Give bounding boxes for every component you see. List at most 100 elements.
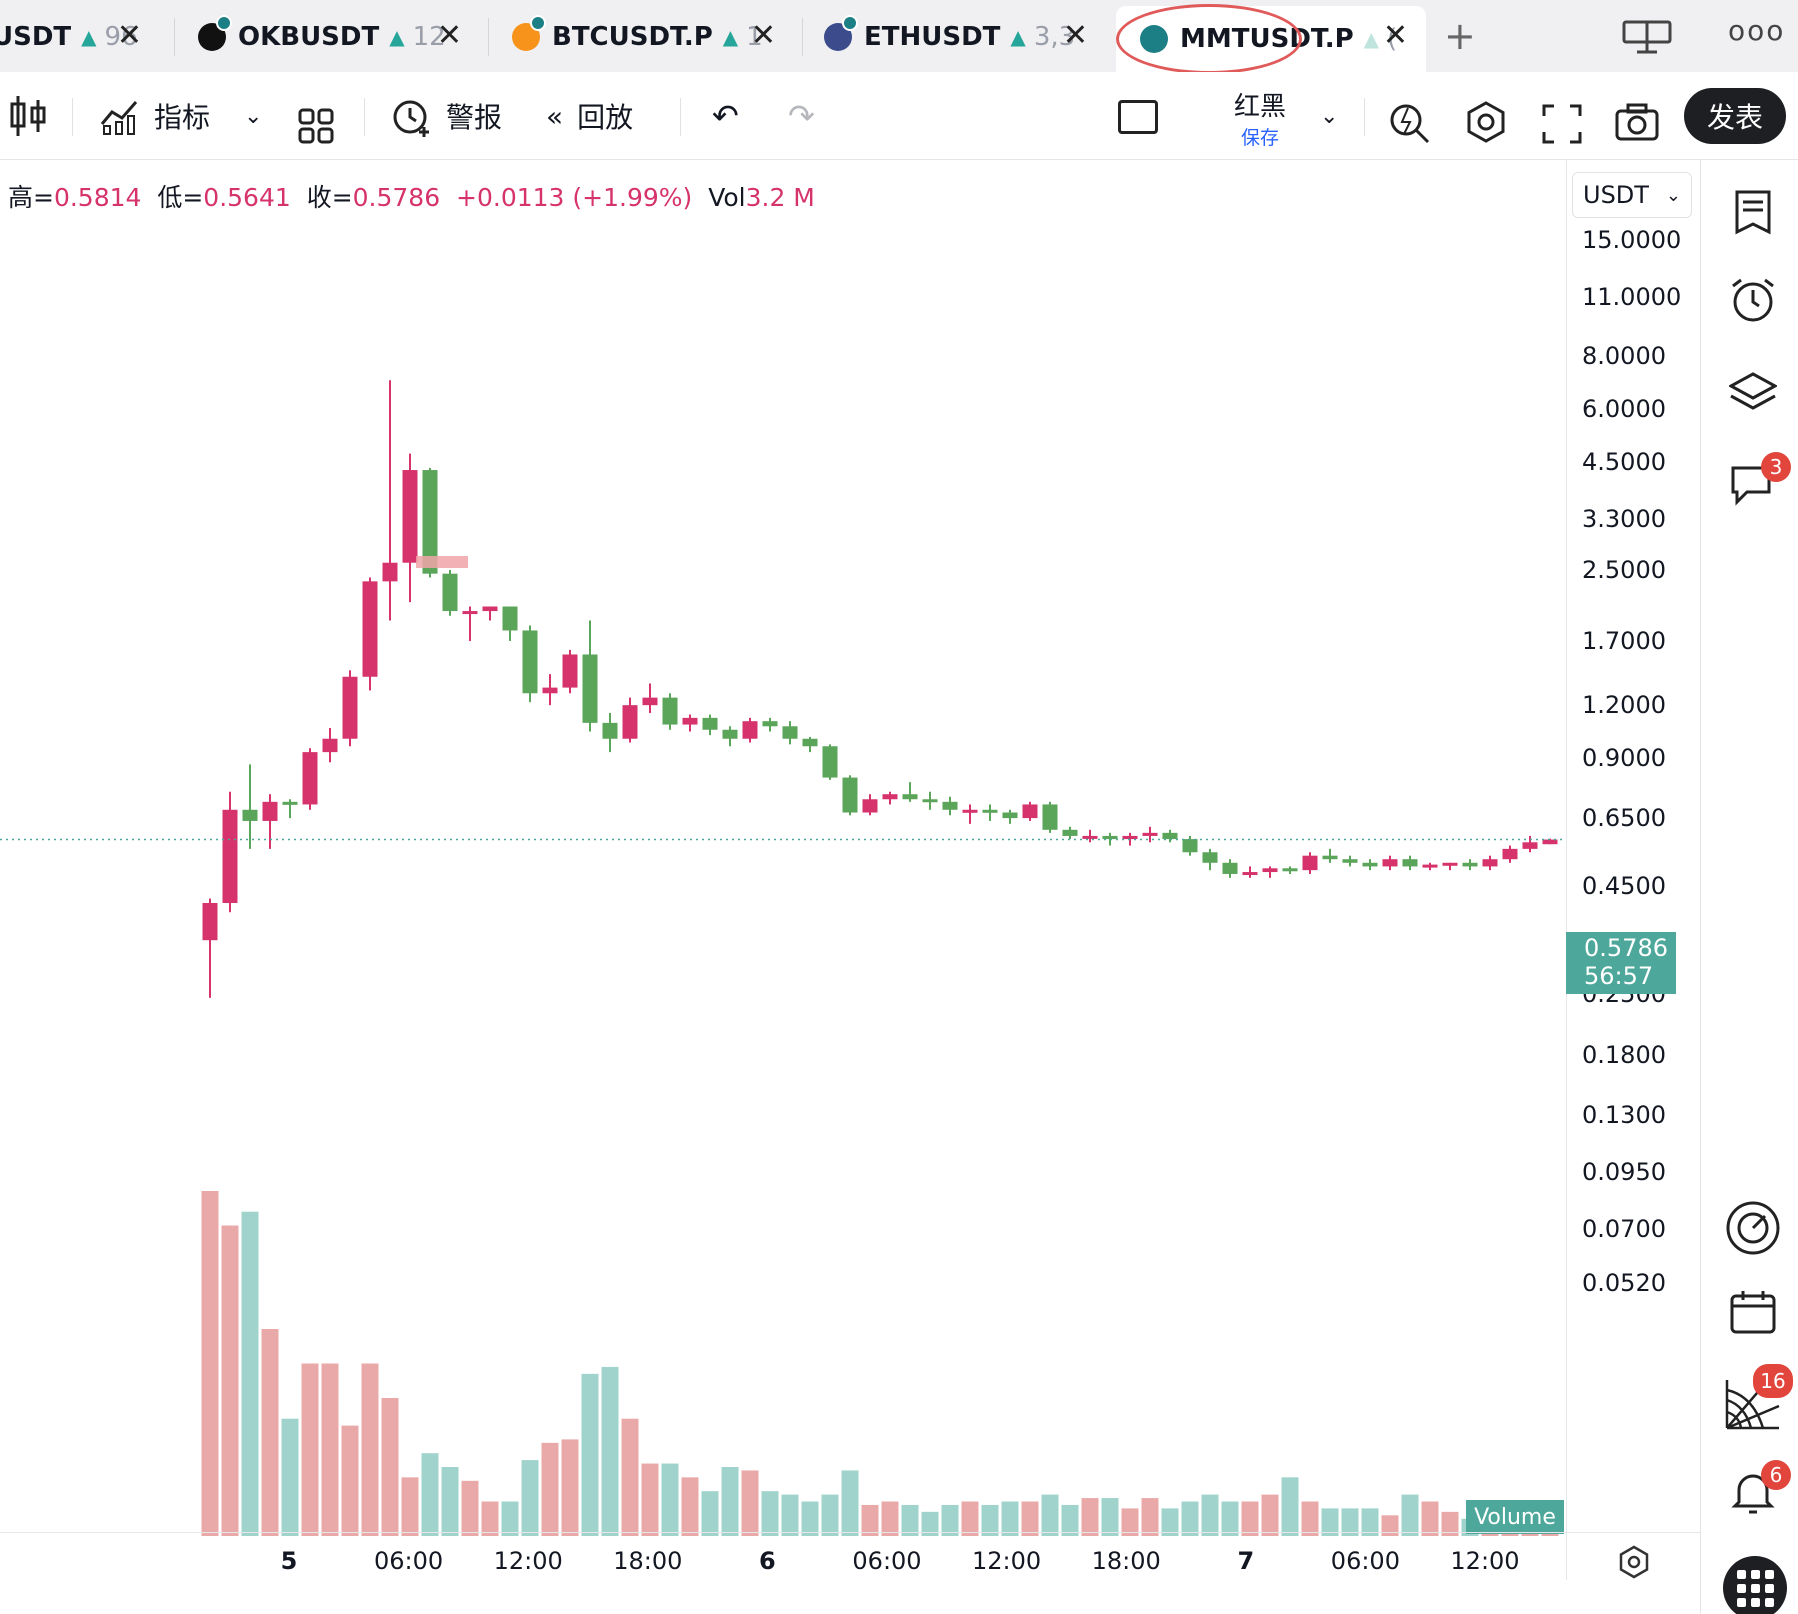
candle: [1022, 801, 1038, 821]
replay-button[interactable]: « 回放: [546, 90, 633, 142]
candle: [942, 796, 958, 816]
price-tick: 0.1300: [1582, 1100, 1666, 1129]
volume-bar: [781, 1494, 799, 1536]
currency-value: USDT: [1583, 181, 1649, 209]
add-tab-icon[interactable]: +: [1444, 14, 1476, 58]
camera-icon[interactable]: [1614, 96, 1660, 148]
volume-bar: [1141, 1498, 1159, 1536]
undo-icon[interactable]: ↶: [712, 97, 739, 135]
watchlist-icon[interactable]: [1729, 188, 1777, 236]
bell-icon[interactable]: [1729, 1468, 1777, 1516]
theme-selector[interactable]: 红黑 保存: [1210, 86, 1310, 150]
tab-usdt[interactable]: USDT ▲ 96 ✕: [0, 6, 160, 68]
time-axis[interactable]: 5 06:00 12:00 18:00 6 06:00 12:00 18:00 7 06:00 12…: [0, 1532, 1700, 1590]
volume-bar: [721, 1467, 739, 1536]
toolbar-divider: [680, 98, 681, 136]
layers-icon[interactable]: [1729, 368, 1777, 416]
candle: [1162, 829, 1178, 843]
redo-icon[interactable]: ↷: [788, 97, 815, 135]
candle-body: [1482, 859, 1498, 867]
tab-symbol: OKBUSDT: [238, 22, 380, 52]
tab-btcusdt-p[interactable]: BTCUSDT.P ▲ 1 ✕: [512, 6, 794, 68]
close-value: 0.5786: [352, 183, 441, 212]
tab-ethusdt[interactable]: ETHUSDT ▲ 3,3 ✕: [824, 6, 1106, 68]
candle-body: [362, 581, 378, 677]
candle: [902, 782, 918, 802]
price-tick: 0.0700: [1582, 1214, 1666, 1243]
rectangle-tool-icon[interactable]: [1118, 100, 1158, 134]
candle: [262, 794, 278, 849]
alert-button[interactable]: 警报: [390, 90, 502, 142]
close-icon[interactable]: ✕: [750, 18, 776, 53]
candle: [802, 736, 818, 753]
tab-bar: USDT ▲ 96 ✕ OKBUSDT ▲ 12 ✕ BTCUSDT.P ▲ 1…: [0, 0, 1798, 74]
candle-body: [982, 809, 998, 813]
volume-bar: [621, 1418, 639, 1536]
more-icon[interactable]: ooo: [1728, 14, 1786, 47]
volume-bar: [981, 1504, 999, 1536]
volume-bar: [341, 1425, 359, 1536]
candle: [662, 693, 678, 730]
alarm-clock-icon[interactable]: [1729, 276, 1777, 324]
candle-body: [242, 809, 258, 821]
volume-bar: [1081, 1498, 1099, 1536]
candle: [982, 804, 998, 821]
candle: [782, 721, 798, 745]
drawing-marker[interactable]: [416, 556, 468, 568]
chevron-down-icon[interactable]: ⌄: [1320, 103, 1339, 129]
layout-icon[interactable]: [1622, 20, 1672, 54]
volume-bar: [1161, 1508, 1179, 1536]
tab-divider: [802, 18, 803, 56]
candle-body: [1442, 862, 1458, 866]
price-tick: 0.0520: [1582, 1269, 1666, 1298]
ohlc-legend: 高=0.5814 低=0.5641 收=0.5786 +0.0113 (+1.9…: [8, 178, 815, 214]
candle-type-icon[interactable]: [10, 90, 46, 142]
apps-menu-button[interactable]: [1723, 1556, 1787, 1614]
price-axis[interactable]: [1566, 160, 1700, 1580]
vol-label: Vol: [708, 183, 746, 212]
volume-bar: [741, 1470, 759, 1536]
candle: [822, 744, 838, 780]
indicators-button[interactable]: 指标: [100, 90, 210, 142]
quick-search-icon[interactable]: [1388, 96, 1432, 148]
spider-web-icon[interactable]: [1723, 1376, 1783, 1432]
layouts-icon[interactable]: [298, 100, 334, 152]
candle: [382, 380, 398, 621]
currency-select[interactable]: USDT ⌄: [1572, 172, 1692, 218]
chevron-down-icon[interactable]: ⌄: [244, 103, 263, 129]
volume-bar: [1181, 1501, 1199, 1536]
fullscreen-icon[interactable]: [1542, 98, 1582, 150]
candle-body: [442, 573, 458, 612]
tab-okbusdt[interactable]: OKBUSDT ▲ 12 ✕: [198, 6, 480, 68]
candle-body: [762, 721, 778, 727]
volume-bar: [501, 1501, 519, 1536]
candle-body: [822, 746, 838, 778]
candle-body: [1422, 864, 1438, 868]
axis-settings-icon[interactable]: [1616, 1544, 1652, 1580]
tab-symbol: ETHUSDT: [864, 22, 1001, 52]
target-icon[interactable]: [1725, 1200, 1781, 1256]
tab-divider: [488, 18, 489, 56]
settings-icon[interactable]: [1464, 96, 1508, 148]
candle-body: [602, 722, 618, 739]
candle-body: [1062, 829, 1078, 836]
close-icon[interactable]: ✕: [116, 18, 142, 53]
calendar-icon[interactable]: [1729, 1288, 1777, 1336]
close-label: 收=: [306, 183, 353, 212]
high-label: 高=: [8, 183, 54, 212]
close-icon[interactable]: ✕: [436, 18, 462, 53]
indicators-icon: [100, 101, 138, 135]
close-icon[interactable]: ✕: [1382, 18, 1408, 53]
candle-body: [962, 809, 978, 813]
candle-body: [702, 717, 718, 730]
close-icon[interactable]: ✕: [1062, 18, 1088, 53]
up-arrow-icon: ▲: [722, 25, 739, 49]
candle: [1462, 859, 1478, 871]
volume-bar: [661, 1463, 679, 1536]
okb-coin-icon: [198, 15, 232, 51]
apps-grid-icon: [1737, 1570, 1774, 1607]
price-chart[interactable]: [0, 160, 1566, 1580]
candle-body: [1522, 842, 1538, 849]
price-tick: 0.6500: [1582, 804, 1666, 833]
publish-button[interactable]: 发表: [1684, 88, 1786, 144]
